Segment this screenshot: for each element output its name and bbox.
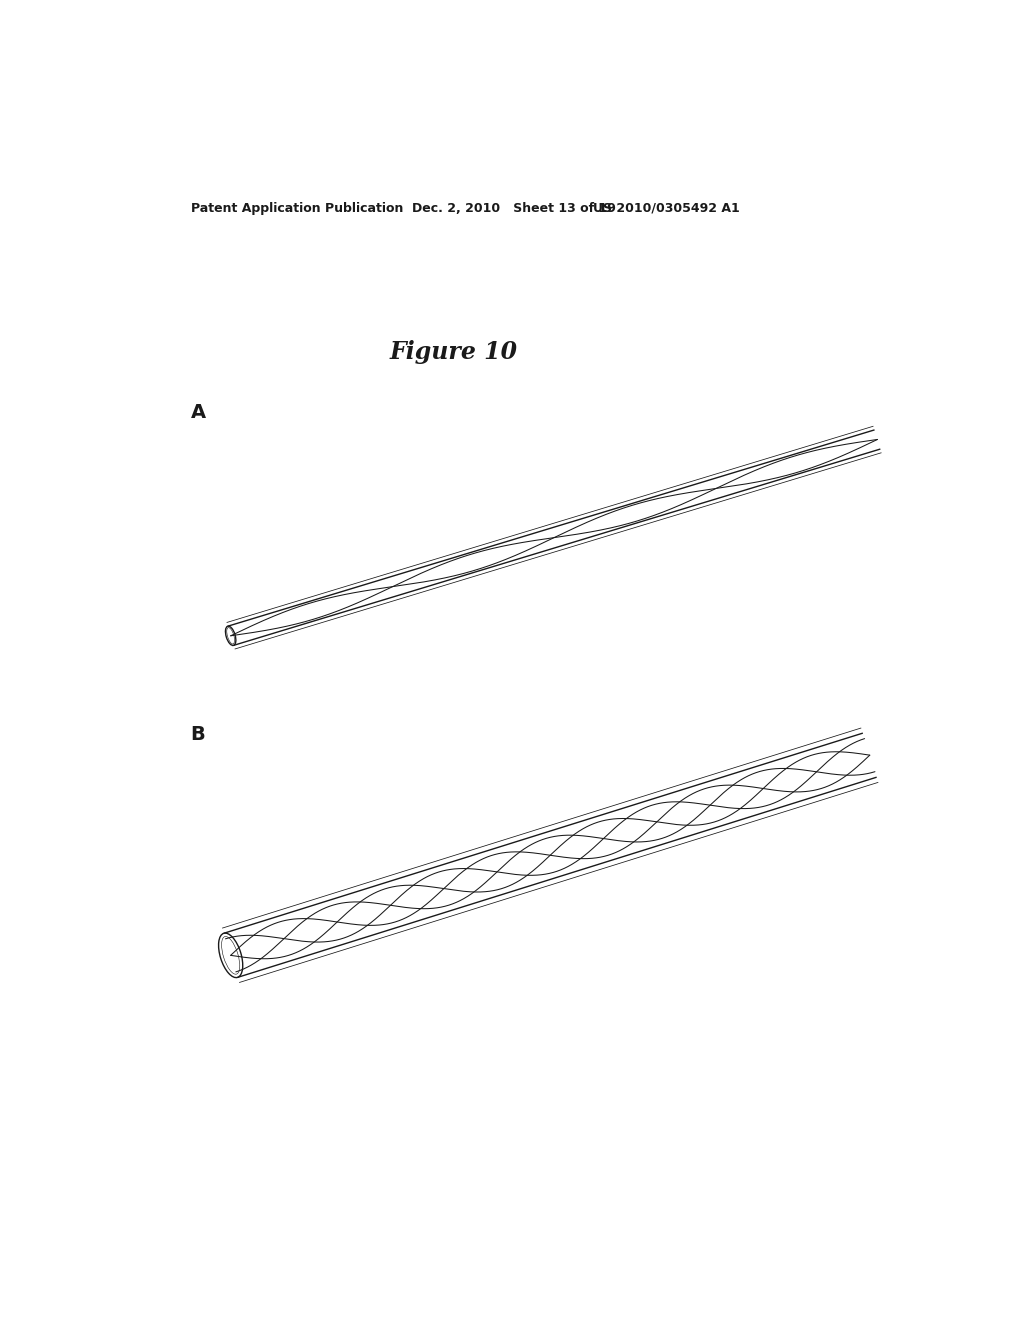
Text: Patent Application Publication: Patent Application Publication (190, 202, 403, 215)
Text: US 2010/0305492 A1: US 2010/0305492 A1 (593, 202, 739, 215)
Text: B: B (190, 725, 206, 744)
Text: Figure 10: Figure 10 (390, 341, 518, 364)
Text: A: A (190, 403, 206, 422)
Text: Dec. 2, 2010   Sheet 13 of 19: Dec. 2, 2010 Sheet 13 of 19 (412, 202, 615, 215)
